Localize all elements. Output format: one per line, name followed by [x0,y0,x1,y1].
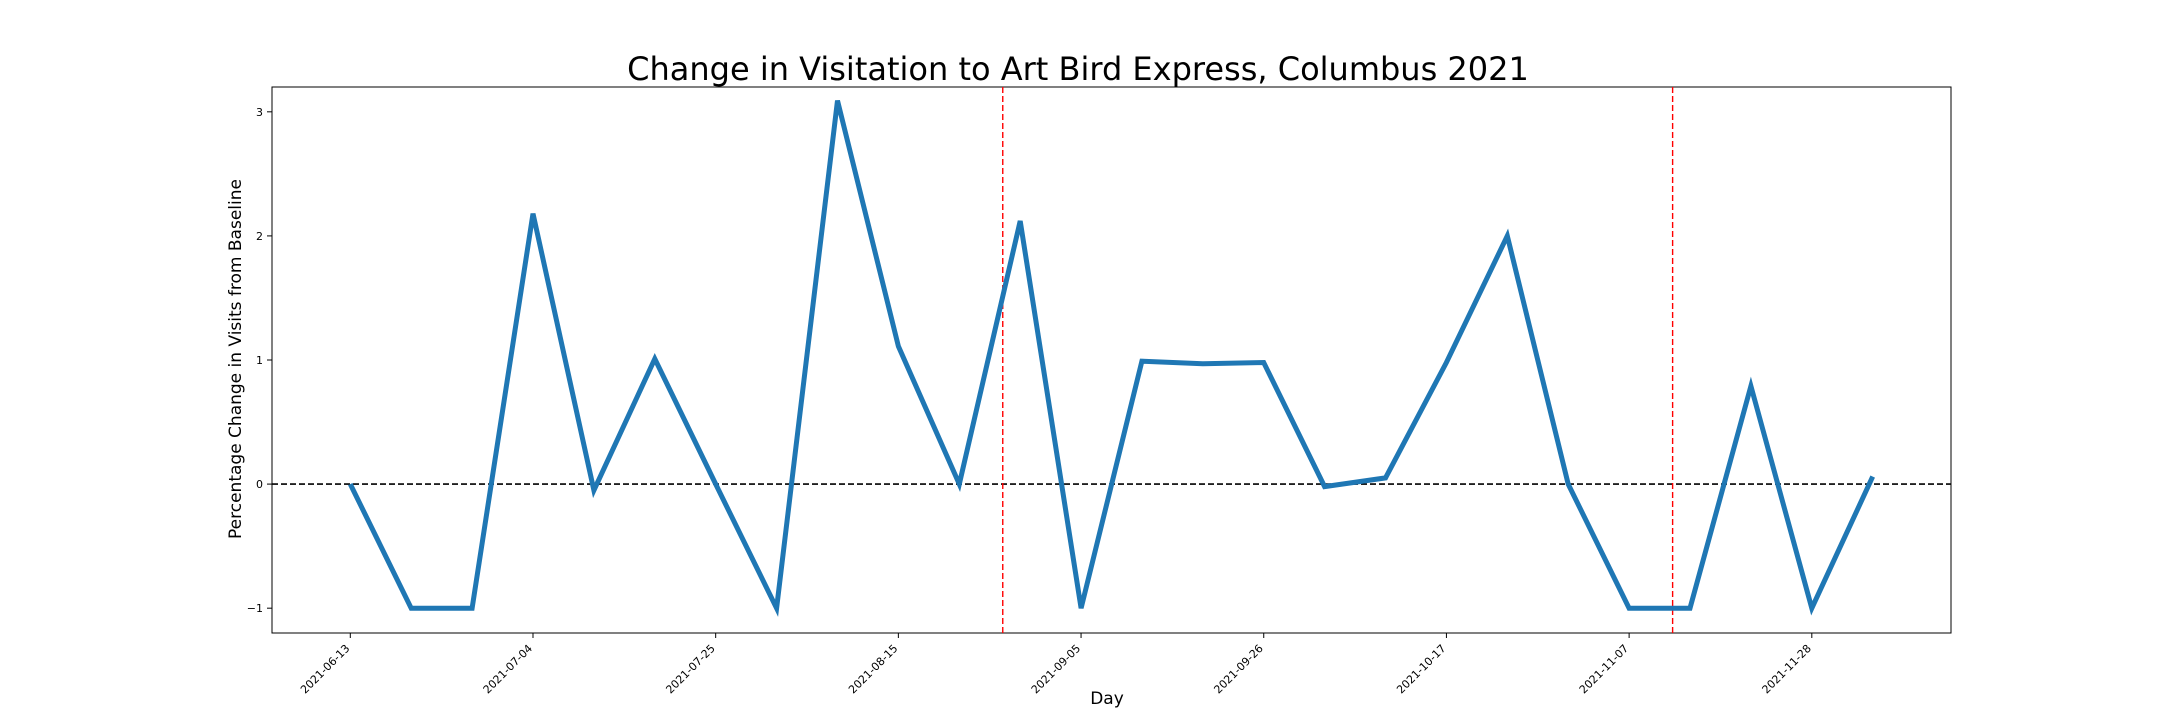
x-axis-label: Day [1090,689,1124,709]
plot-frame [271,86,1952,634]
y-tick-label: 2 [256,230,263,243]
y-tick-label: 3 [256,106,263,119]
y-tick-label: 1 [256,354,263,367]
x-tick-label: 2021-10-17 [1394,642,1448,696]
x-tick-label: 2021-09-05 [1029,642,1083,696]
x-tick-label: 2021-09-26 [1211,642,1265,696]
x-tick-label: 2021-11-07 [1577,642,1631,696]
x-tick-label: 2021-06-13 [298,642,352,696]
y-axis-label: Percentage Change in Visits from Baselin… [226,179,246,539]
plot-area: 3 2 1 0 −1 2021-06-13 2021-07-04 2021-07-25 2021… [247,86,1952,696]
chart-title: Change in Visitation to Art Bird Express… [627,50,1529,88]
x-tick-label: 2021-08-15 [846,642,900,696]
x-tick-label: 2021-07-25 [663,642,717,696]
series-line [348,99,1875,617]
x-tick-label: 2021-07-04 [481,642,535,696]
y-tick-label: −1 [247,602,263,615]
x-tick-label: 2021-11-28 [1760,642,1814,696]
y-tick-label: 0 [256,478,263,491]
